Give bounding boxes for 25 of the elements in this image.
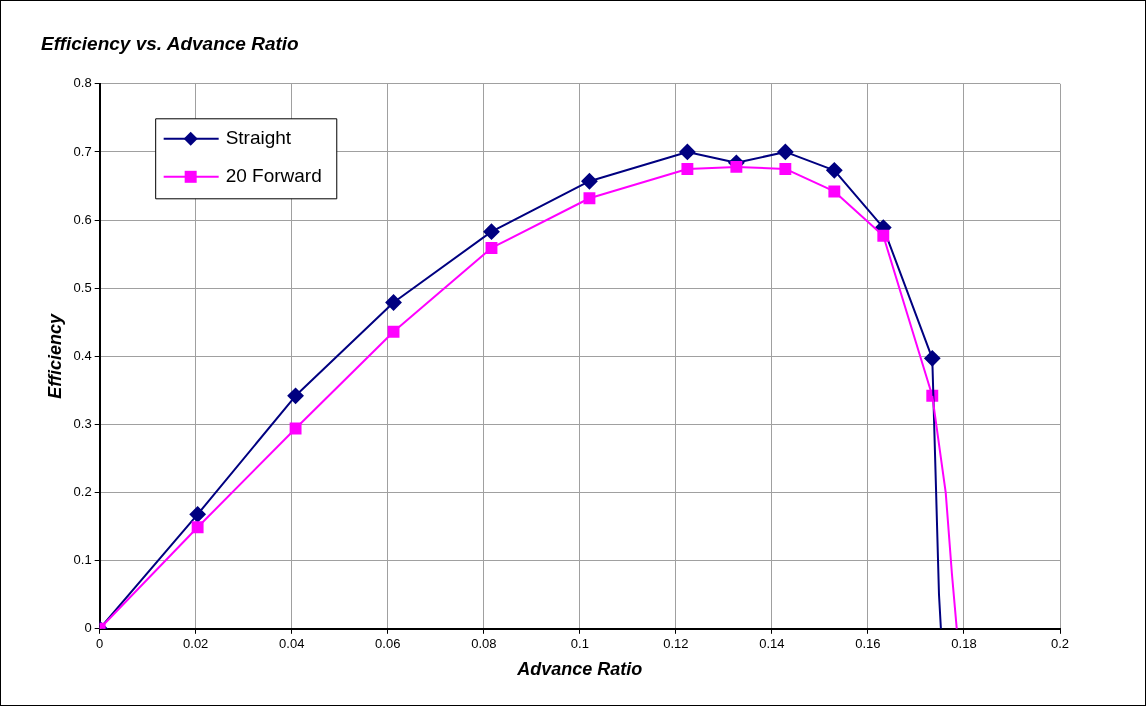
x-tick-label: 0.16 (855, 636, 881, 652)
x-tick-label: 0.06 (375, 636, 401, 652)
x-tick-label: 0 (96, 636, 104, 652)
y-tick-label: 0 (84, 620, 92, 636)
y-axis-title: Efficiency (44, 312, 65, 399)
x-tick-label: 0.08 (471, 636, 497, 652)
y-tick-label: 0.1 (73, 552, 92, 568)
chart-title: Efficiency vs. Advance Ratio (41, 32, 299, 54)
x-tick-label: 0.1 (570, 636, 589, 652)
legend-label: 20 Forward (225, 165, 322, 187)
y-tick-label: 0.3 (73, 416, 92, 431)
y-tick-label: 0.5 (73, 279, 92, 295)
x-tick-label: 0.04 (279, 636, 305, 652)
y-tick-label: 0.8 (73, 75, 92, 91)
x-tick-label: 0.18 (951, 636, 977, 652)
x-axis-title: Advance Ratio (516, 659, 643, 680)
legend-label: Straight (225, 127, 292, 149)
x-tick-label: 0.2 (1050, 636, 1070, 652)
x-tick-label: 0.14 (759, 636, 785, 652)
y-tick-label: 0.2 (73, 484, 92, 500)
y-tick-label: 0.7 (73, 143, 92, 159)
y-tick-label: 0.6 (73, 211, 92, 227)
x-tick-label: 0.02 (183, 636, 209, 652)
x-tick-label: 0.12 (663, 636, 689, 652)
y-tick-label: 0.4 (73, 347, 92, 363)
